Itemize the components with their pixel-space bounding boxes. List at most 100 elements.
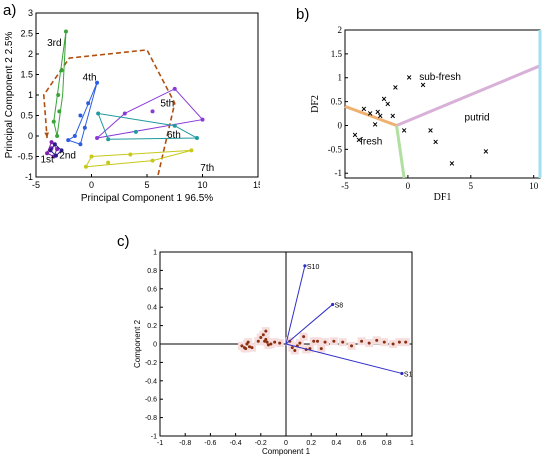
y-tick-label: 1 bbox=[338, 73, 343, 83]
score-point bbox=[293, 348, 297, 352]
data-point: × bbox=[385, 99, 390, 109]
y-tick-label: -1 bbox=[151, 434, 157, 441]
decision-boundary bbox=[395, 125, 406, 179]
data-point bbox=[57, 109, 62, 114]
x-axis-label: DF1 bbox=[434, 192, 452, 200]
data-point bbox=[150, 109, 155, 114]
data-point bbox=[83, 164, 88, 169]
x-tick-label: 0.4 bbox=[332, 440, 342, 447]
loading-vector-tip bbox=[331, 302, 335, 307]
data-point: × bbox=[483, 147, 488, 157]
biplot-chart-c: -1 -0.8 -0.6 -0.4 -0.2 0 0.2 0.4 0.6 0.8 1 -1 -0.8 -0… bbox=[133, 250, 414, 457]
data-point bbox=[89, 154, 94, 159]
decision-boundary bbox=[344, 104, 398, 127]
y-tick-label: -0.5 bbox=[17, 152, 33, 162]
data-point bbox=[96, 111, 101, 116]
score-point bbox=[259, 336, 263, 340]
score-point bbox=[298, 341, 302, 345]
x-tick-label: 0.8 bbox=[382, 440, 392, 447]
x-tick-label: -0.8 bbox=[179, 440, 191, 447]
x-tick-label: 5 bbox=[144, 180, 149, 190]
region-label: putrid bbox=[465, 113, 490, 124]
loading-vector-label: S8 bbox=[335, 302, 344, 309]
data-point: × bbox=[393, 82, 398, 92]
score-point bbox=[266, 343, 270, 347]
score-point bbox=[264, 337, 268, 341]
panel-label-c: c) bbox=[117, 233, 130, 250]
y-tick-label: 1 bbox=[28, 90, 33, 100]
data-point bbox=[56, 93, 61, 97]
y-tick-label: 2 bbox=[28, 49, 33, 59]
data-point bbox=[78, 113, 83, 118]
y-tick-label: -0.4 bbox=[145, 378, 157, 385]
data-point: × bbox=[373, 120, 378, 130]
x-tick-label: -5 bbox=[341, 181, 349, 191]
data-point bbox=[172, 86, 177, 91]
y-tick-label: 0 bbox=[153, 342, 157, 349]
data-point: × bbox=[390, 111, 395, 121]
y-tick-label: 0.8 bbox=[147, 268, 157, 275]
data-point bbox=[48, 148, 53, 153]
data-point: × bbox=[449, 159, 454, 169]
x-tick-label: -0.6 bbox=[204, 440, 216, 447]
score-point bbox=[397, 340, 401, 344]
data-point: × bbox=[361, 104, 366, 114]
data-point: × bbox=[381, 94, 386, 104]
score-point bbox=[240, 344, 244, 348]
score-point bbox=[308, 347, 312, 351]
y-tick-label: 0.2 bbox=[147, 323, 157, 330]
x-tick-label: 15 bbox=[253, 180, 260, 190]
y-tick-label: -0.6 bbox=[145, 397, 157, 404]
score-point bbox=[264, 329, 268, 333]
y-axis-label: DF2 bbox=[310, 95, 321, 113]
y-tick-label: -0.5 bbox=[328, 144, 343, 154]
data-point: × bbox=[375, 107, 380, 117]
data-point bbox=[189, 148, 194, 153]
x-tick-label: -1 bbox=[157, 440, 163, 447]
score-point bbox=[316, 339, 319, 343]
y-tick-label: 0 bbox=[28, 131, 33, 141]
loading-vector-label: S10 bbox=[307, 264, 320, 271]
y-tick-label: 0.5 bbox=[20, 111, 33, 121]
x-tick-label: 0.6 bbox=[357, 440, 367, 447]
group-label: 5th bbox=[160, 98, 174, 109]
data-point bbox=[45, 151, 50, 156]
y-tick-label: -1 bbox=[25, 172, 33, 182]
x-tick-label: 0 bbox=[89, 180, 94, 190]
score-point bbox=[302, 335, 306, 339]
data-point bbox=[51, 119, 56, 124]
loading-vector-tip bbox=[400, 371, 404, 376]
x-axis-label: Component 1 bbox=[262, 447, 311, 456]
score-point bbox=[319, 347, 323, 351]
score-point bbox=[247, 345, 251, 349]
loading-vector bbox=[285, 265, 306, 345]
x-tick-label: 0 bbox=[284, 440, 288, 447]
group-label: 2nd bbox=[59, 151, 76, 162]
x-tick-label: -0.4 bbox=[230, 440, 242, 447]
data-point bbox=[55, 147, 60, 152]
data-point bbox=[78, 142, 83, 147]
data-point bbox=[106, 160, 111, 165]
data-point bbox=[59, 68, 64, 73]
data-point bbox=[49, 140, 54, 145]
y-tick-label: 0.4 bbox=[147, 305, 157, 312]
data-point bbox=[95, 80, 100, 85]
region-label: sub-fresh bbox=[419, 72, 461, 83]
data-point: × bbox=[407, 73, 412, 83]
group-label: 4th bbox=[83, 73, 97, 84]
score-point bbox=[312, 339, 316, 343]
score-point bbox=[360, 339, 364, 343]
score-point bbox=[250, 346, 254, 350]
plot-frame bbox=[344, 29, 541, 179]
data-point: × bbox=[433, 137, 438, 147]
score-point bbox=[382, 340, 386, 344]
y-tick-label: 2.5 bbox=[20, 29, 33, 39]
score-point bbox=[404, 340, 408, 344]
trend-arrow-head bbox=[44, 132, 50, 139]
data-point bbox=[194, 136, 199, 141]
data-point bbox=[200, 117, 205, 122]
loading-vector-tip bbox=[303, 264, 307, 268]
group-label: 3rd bbox=[47, 38, 61, 49]
y-tick-label: 0.6 bbox=[147, 286, 157, 293]
panel-label-b: b) bbox=[296, 6, 310, 23]
